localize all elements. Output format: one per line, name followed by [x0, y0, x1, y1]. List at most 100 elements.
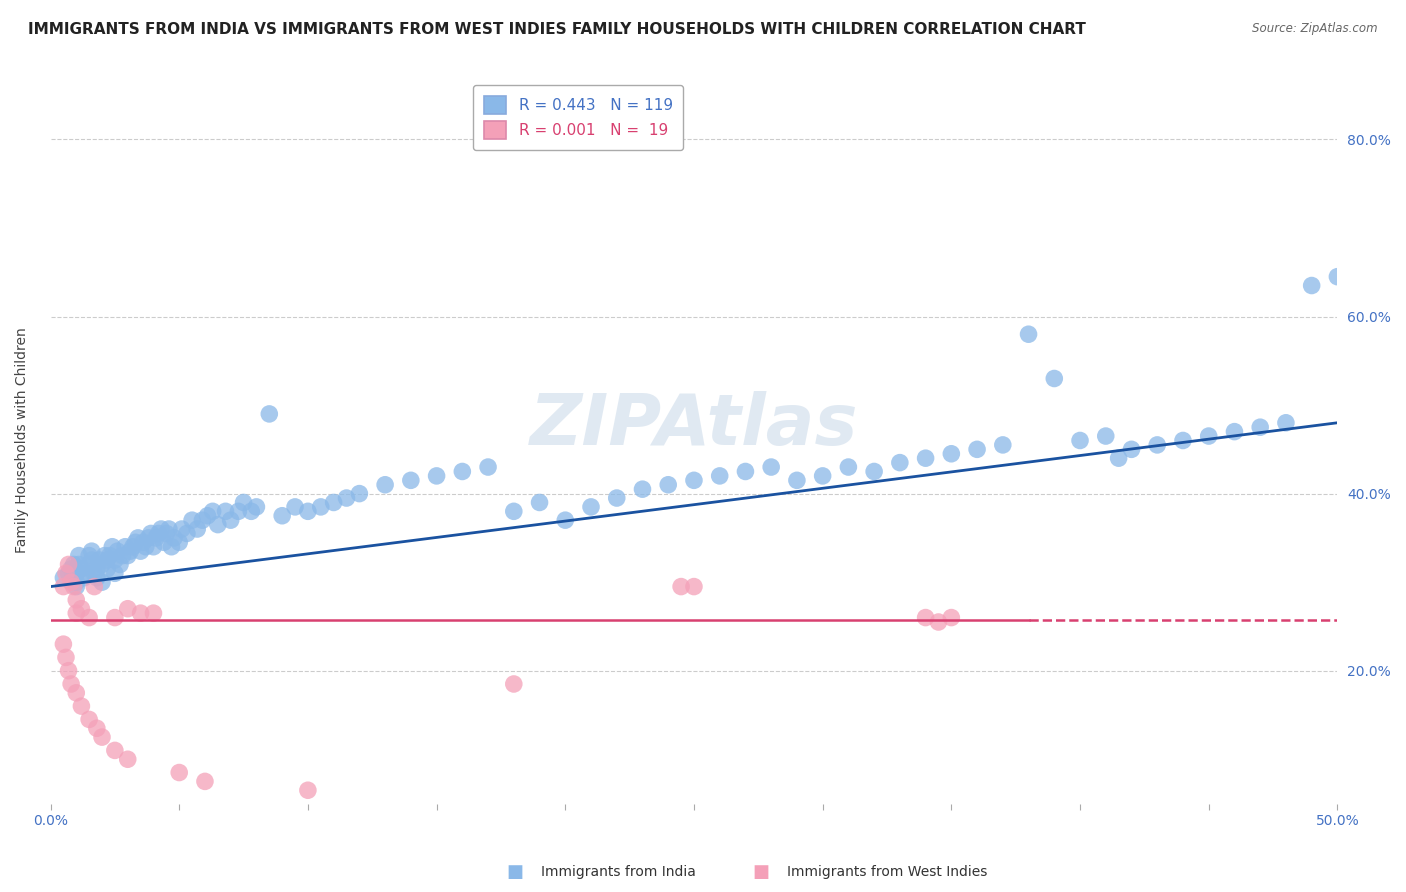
Point	[606, 491, 628, 505]
Point	[941, 447, 963, 461]
Point	[1275, 416, 1298, 430]
Point	[889, 456, 911, 470]
Point	[207, 517, 229, 532]
Point	[991, 438, 1014, 452]
Point	[1403, 296, 1406, 310]
Point	[1171, 434, 1194, 448]
Point	[65, 686, 87, 700]
Point	[1069, 434, 1091, 448]
Text: ■: ■	[506, 863, 523, 881]
Text: ■: ■	[752, 863, 769, 881]
Point	[104, 743, 127, 757]
Point	[219, 513, 242, 527]
Point	[142, 540, 165, 554]
Point	[70, 562, 93, 576]
Point	[1301, 278, 1323, 293]
Point	[55, 650, 77, 665]
Point	[914, 610, 936, 624]
Point	[60, 677, 83, 691]
Point	[155, 526, 177, 541]
Point	[502, 677, 524, 691]
Point	[284, 500, 307, 514]
Point	[683, 580, 706, 594]
Point	[228, 504, 250, 518]
Point	[163, 531, 186, 545]
Point	[91, 575, 114, 590]
Point	[62, 558, 84, 572]
Y-axis label: Family Households with Children: Family Households with Children	[15, 327, 30, 553]
Point	[927, 615, 949, 629]
Point	[709, 469, 731, 483]
Point	[669, 580, 692, 594]
Point	[86, 721, 108, 735]
Point	[117, 549, 139, 563]
Point	[104, 553, 127, 567]
Point	[631, 482, 654, 496]
Point	[80, 544, 103, 558]
Point	[58, 664, 80, 678]
Point	[863, 465, 886, 479]
Point	[89, 553, 111, 567]
Point	[335, 491, 357, 505]
Point	[186, 522, 208, 536]
Point	[1249, 420, 1271, 434]
Point	[83, 566, 105, 581]
Point	[55, 566, 77, 581]
Text: Immigrants from India: Immigrants from India	[541, 865, 696, 880]
Point	[83, 580, 105, 594]
Point	[65, 592, 87, 607]
Point	[104, 610, 127, 624]
Point	[1378, 301, 1400, 315]
Point	[502, 504, 524, 518]
Point	[214, 504, 236, 518]
Point	[914, 451, 936, 466]
Point	[194, 774, 217, 789]
Point	[451, 465, 474, 479]
Point	[136, 531, 159, 545]
Point	[148, 526, 170, 541]
Point	[259, 407, 281, 421]
Point	[150, 522, 173, 536]
Point	[52, 571, 75, 585]
Point	[1043, 371, 1066, 385]
Point	[349, 486, 371, 500]
Point	[60, 562, 83, 576]
Point	[167, 765, 190, 780]
Point	[96, 562, 118, 576]
Point	[120, 544, 142, 558]
Point	[160, 540, 183, 554]
Point	[170, 522, 193, 536]
Point	[76, 566, 98, 581]
Point	[240, 504, 263, 518]
Point	[683, 473, 706, 487]
Point	[197, 508, 219, 523]
Point	[60, 575, 83, 590]
Point	[58, 566, 80, 581]
Point	[297, 783, 319, 797]
Point	[1198, 429, 1220, 443]
Point	[77, 610, 100, 624]
Point	[139, 526, 162, 541]
Point	[941, 610, 963, 624]
Point	[135, 540, 157, 554]
Point	[132, 535, 155, 549]
Point	[157, 522, 180, 536]
Point	[65, 606, 87, 620]
Point	[117, 752, 139, 766]
Point	[142, 606, 165, 620]
Point	[104, 566, 127, 581]
Point	[86, 571, 108, 585]
Point	[65, 566, 87, 581]
Point	[80, 553, 103, 567]
Point	[77, 713, 100, 727]
Point	[811, 469, 834, 483]
Point	[124, 535, 146, 549]
Point	[1146, 438, 1168, 452]
Point	[191, 513, 214, 527]
Point	[117, 601, 139, 615]
Point	[77, 549, 100, 563]
Point	[98, 549, 121, 563]
Point	[374, 477, 396, 491]
Point	[111, 549, 134, 563]
Point	[176, 526, 198, 541]
